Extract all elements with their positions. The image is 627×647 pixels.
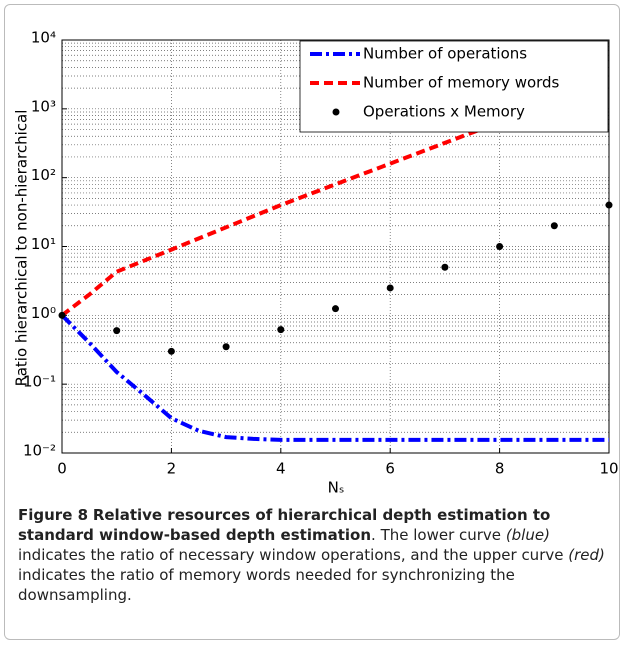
data-point	[386, 284, 394, 292]
y-tick-label: 10⁻²	[23, 442, 56, 460]
x-axis-label: Nₛ	[328, 479, 345, 497]
x-tick-label: 10	[599, 460, 618, 478]
legend-box	[299, 40, 609, 133]
y-axis-label: Ratio hierarchical to non-hierarchical	[13, 110, 31, 387]
caption-title: Relative resources of hierarchical depth…	[18, 506, 551, 544]
caption-text: (red)	[568, 546, 605, 564]
data-point	[277, 326, 285, 334]
x-tick-label: 4	[276, 460, 286, 478]
legend-marker	[332, 108, 340, 116]
caption-text: indicates the ratio of memory words need…	[18, 566, 515, 604]
data-point	[605, 201, 613, 209]
caption-text: (blue)	[505, 526, 550, 544]
x-tick-label: 2	[167, 460, 177, 478]
data-line	[60, 313, 609, 442]
data-point	[113, 327, 121, 335]
y-tick-label: 10⁰	[31, 304, 56, 322]
x-tick-label: 0	[57, 460, 67, 478]
y-tick-label: 10⁴	[31, 29, 56, 47]
x-tick-label: 6	[385, 460, 395, 478]
data-line	[60, 120, 501, 317]
figure-frame	[4, 4, 620, 640]
data-point	[332, 305, 339, 313]
data-point	[167, 347, 175, 355]
data-point	[222, 343, 230, 351]
data-point	[550, 222, 558, 230]
x-tick-label: 8	[495, 460, 505, 478]
plot-frame	[61, 39, 610, 454]
y-tick-label: 10²	[31, 166, 56, 184]
legend-label: Number of operations	[363, 45, 527, 63]
caption: Figure 8 Relative resources of hierarchi…	[18, 505, 616, 605]
caption-text: . The lower curve	[371, 526, 506, 544]
legend-label: Number of memory words	[363, 74, 560, 92]
y-tick-label: 10¹	[31, 235, 56, 253]
chart: Ratio hierarchical to non-hierarchical N…	[13, 29, 619, 497]
y-tick-label: 10⁻¹	[23, 373, 56, 391]
caption-text: indicates the ratio of necessary window …	[18, 546, 569, 564]
data-point	[496, 243, 504, 250]
data-point	[441, 263, 449, 271]
caption-label: Figure 8	[18, 506, 89, 524]
data-point	[58, 311, 66, 319]
y-tick-label: 10³	[31, 97, 56, 115]
legend-label: Operations x Memory	[363, 103, 525, 121]
